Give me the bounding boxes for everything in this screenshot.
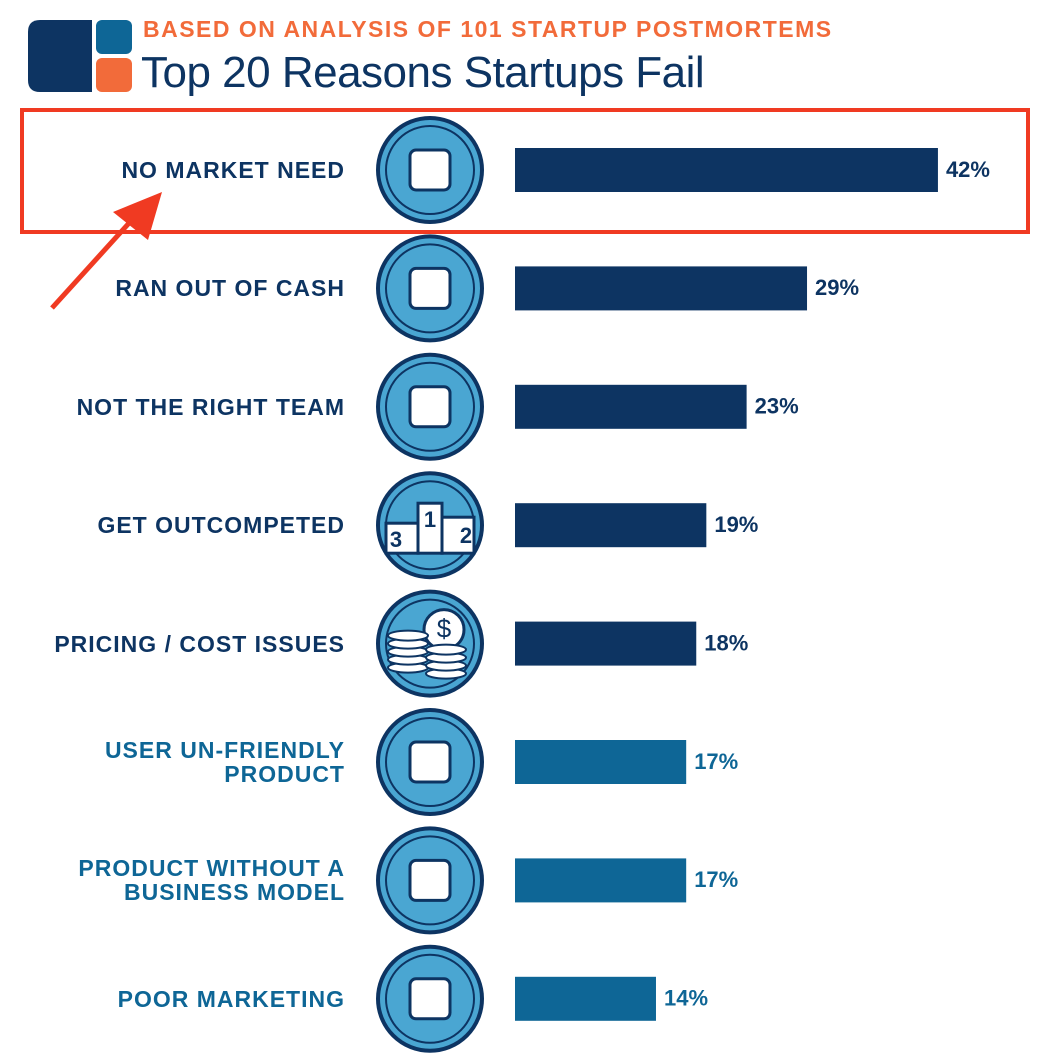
chart-title: Top 20 Reasons Startups Fail bbox=[141, 48, 705, 97]
icon-inner bbox=[385, 953, 475, 1044]
icon bbox=[376, 826, 484, 935]
bar bbox=[515, 266, 808, 311]
icon bbox=[376, 234, 484, 343]
icon-shape bbox=[408, 148, 452, 192]
value-label: 17% bbox=[694, 867, 738, 892]
bar bbox=[515, 858, 687, 903]
category-label: USER UN-FRIENDLY PRODUCT bbox=[104, 737, 345, 787]
icon bbox=[376, 708, 484, 816]
icon-inner bbox=[385, 717, 475, 807]
coin-stack bbox=[387, 629, 429, 642]
podium-label: 3 bbox=[390, 527, 402, 552]
podium-label: 1 bbox=[424, 507, 436, 532]
value-label: 29% bbox=[815, 275, 859, 300]
value-label: 14% bbox=[664, 986, 708, 1011]
icon: $ bbox=[376, 589, 484, 698]
highlight-box bbox=[20, 108, 1030, 234]
bar bbox=[515, 976, 656, 1021]
category-label: PRODUCT WITHOUT A BUSINESS MODEL bbox=[78, 855, 345, 906]
icon-inner bbox=[385, 835, 475, 926]
logo bbox=[28, 20, 132, 92]
bar bbox=[515, 621, 697, 666]
bar bbox=[515, 148, 938, 192]
subtitle: BASED ON ANALYSIS OF 101 STARTUP POSTMOR… bbox=[143, 16, 833, 42]
icon-inner bbox=[385, 125, 475, 215]
icon bbox=[376, 944, 484, 1053]
icon-shape bbox=[408, 266, 452, 310]
icon-inner bbox=[385, 598, 475, 689]
value-label: 19% bbox=[714, 512, 758, 537]
icon-shape bbox=[408, 977, 452, 1021]
value-label: 17% bbox=[694, 749, 738, 774]
category-label: NO MARKET NEED bbox=[121, 157, 345, 183]
podium-label: 2 bbox=[460, 523, 472, 548]
coin-stack bbox=[425, 643, 467, 656]
category-label: RAN OUT OF CASH bbox=[115, 275, 345, 302]
icon-shape bbox=[408, 385, 452, 429]
category-label: GET OUTCOMPETED bbox=[97, 512, 345, 539]
podium bbox=[440, 515, 476, 555]
icon-shape bbox=[408, 740, 452, 784]
value-label: 42% bbox=[946, 157, 990, 182]
icon bbox=[376, 116, 484, 224]
value-label: 23% bbox=[755, 394, 799, 419]
value-label: 18% bbox=[704, 630, 748, 655]
bar bbox=[515, 503, 707, 548]
arrow bbox=[50, 192, 162, 310]
category-label: NOT THE RIGHT TEAM bbox=[76, 393, 345, 420]
category-label: PRICING / COST ISSUES bbox=[54, 630, 345, 657]
icon bbox=[376, 352, 484, 461]
icon-inner bbox=[385, 243, 475, 334]
category-label: POOR MARKETING bbox=[117, 985, 345, 1012]
icon-shape bbox=[408, 858, 452, 902]
podium bbox=[384, 521, 420, 555]
icon-inner bbox=[385, 361, 475, 452]
icon: 312 bbox=[376, 471, 484, 580]
bar bbox=[515, 740, 687, 784]
bar bbox=[515, 384, 747, 429]
coin-label: $ bbox=[437, 613, 452, 643]
